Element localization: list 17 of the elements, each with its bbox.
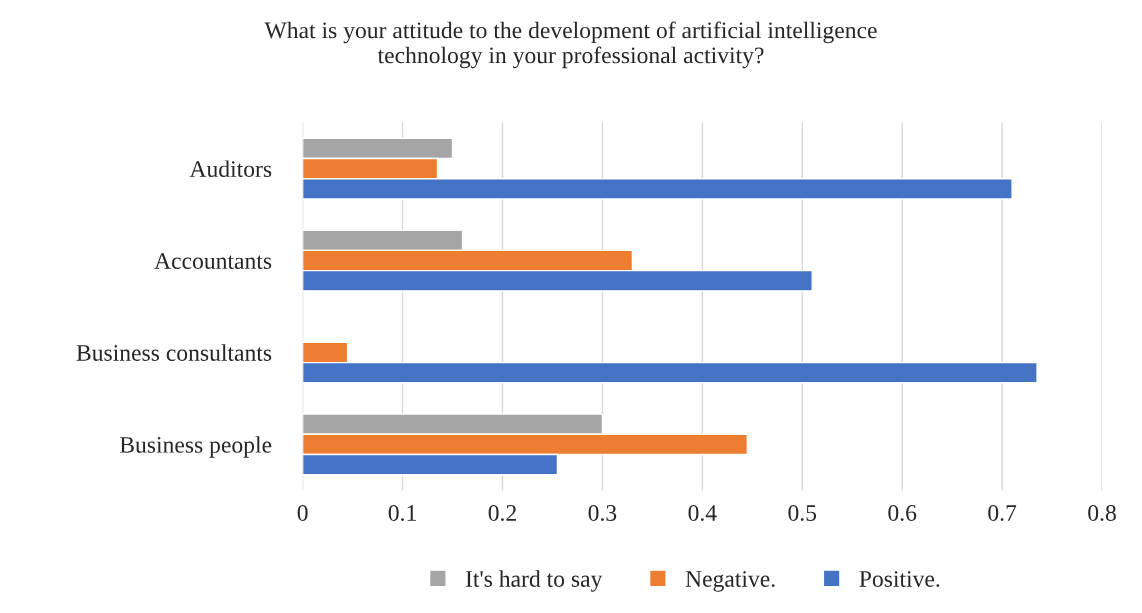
x-tick-label: 0.8: [1088, 504, 1116, 522]
x-tick-label: 0.3: [588, 504, 617, 522]
x-tick-label: 0.5: [788, 504, 817, 522]
x-tick-label: 0.7: [988, 504, 1017, 522]
x-tick-label: 0: [297, 504, 308, 521]
legend-label: Positive.: [859, 571, 940, 587]
legend-label: It's hard to say: [465, 570, 603, 592]
chart-title: What is your attitude to the development of artificial intelligence technology in your professional activity?: [264, 21, 877, 69]
y-tick-label: Accountants: [154, 253, 272, 269]
x-tick-label: 0.4: [688, 504, 717, 522]
legend-label: Negative.: [685, 571, 775, 592]
y-tick-label: Business consultants: [76, 344, 272, 361]
x-tick-label: 0.2: [488, 504, 516, 522]
x-tick-label: 0.1: [388, 504, 416, 522]
y-tick-label: Business people: [119, 436, 272, 458]
x-tick-label: 0.6: [888, 504, 917, 522]
y-tick-label: Auditors: [189, 160, 272, 177]
